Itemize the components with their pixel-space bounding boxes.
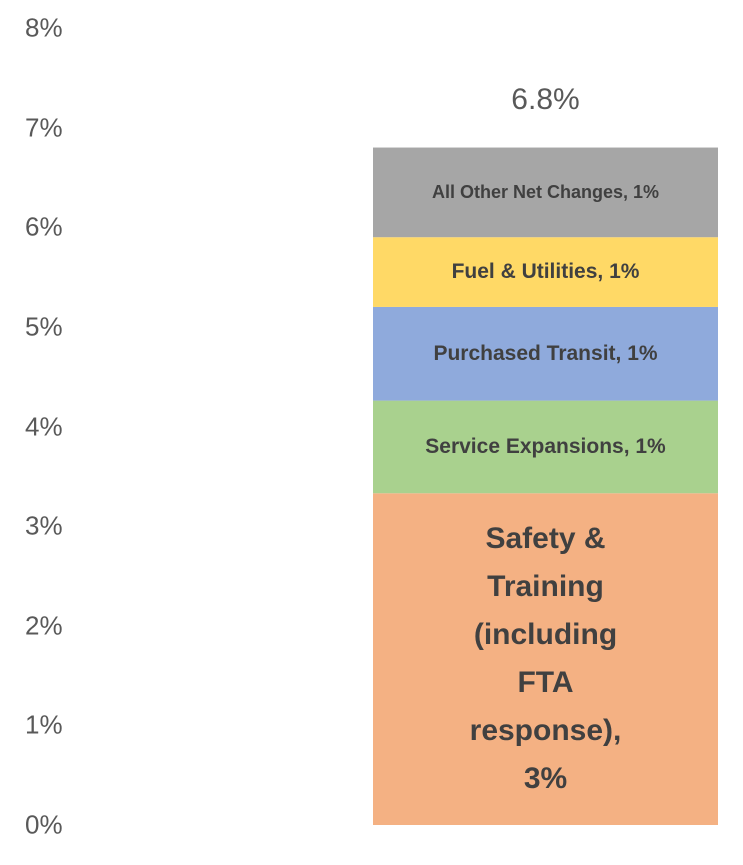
bar-segment <box>373 147 718 238</box>
y-tick-label: 5% <box>25 311 63 342</box>
data-label: Safety & Training (including FTA respons… <box>469 522 622 796</box>
data-label: Service Expansions, 1% <box>425 434 666 458</box>
bar-segment <box>373 306 718 401</box>
data-label: Fuel & Utilities, 1% <box>451 260 640 284</box>
y-tick-label: 8% <box>25 12 63 43</box>
y-tick-label: 7% <box>25 112 63 143</box>
y-tick-label: 6% <box>25 211 63 242</box>
y-tick-label: 1% <box>25 709 63 740</box>
y-tick-label: 3% <box>25 510 63 541</box>
bar-segment <box>373 237 718 307</box>
y-tick-label: 2% <box>25 610 63 641</box>
bar-segment <box>373 400 718 494</box>
data-label: All Other Net Changes, 1% <box>431 181 660 202</box>
y-tick-label: 4% <box>25 411 63 441</box>
data-label: Purchased Transit, 1% <box>433 341 658 365</box>
total-label: 6.8% <box>511 82 580 116</box>
bar-segment <box>373 493 718 825</box>
y-tick-label: 0% <box>25 809 63 840</box>
